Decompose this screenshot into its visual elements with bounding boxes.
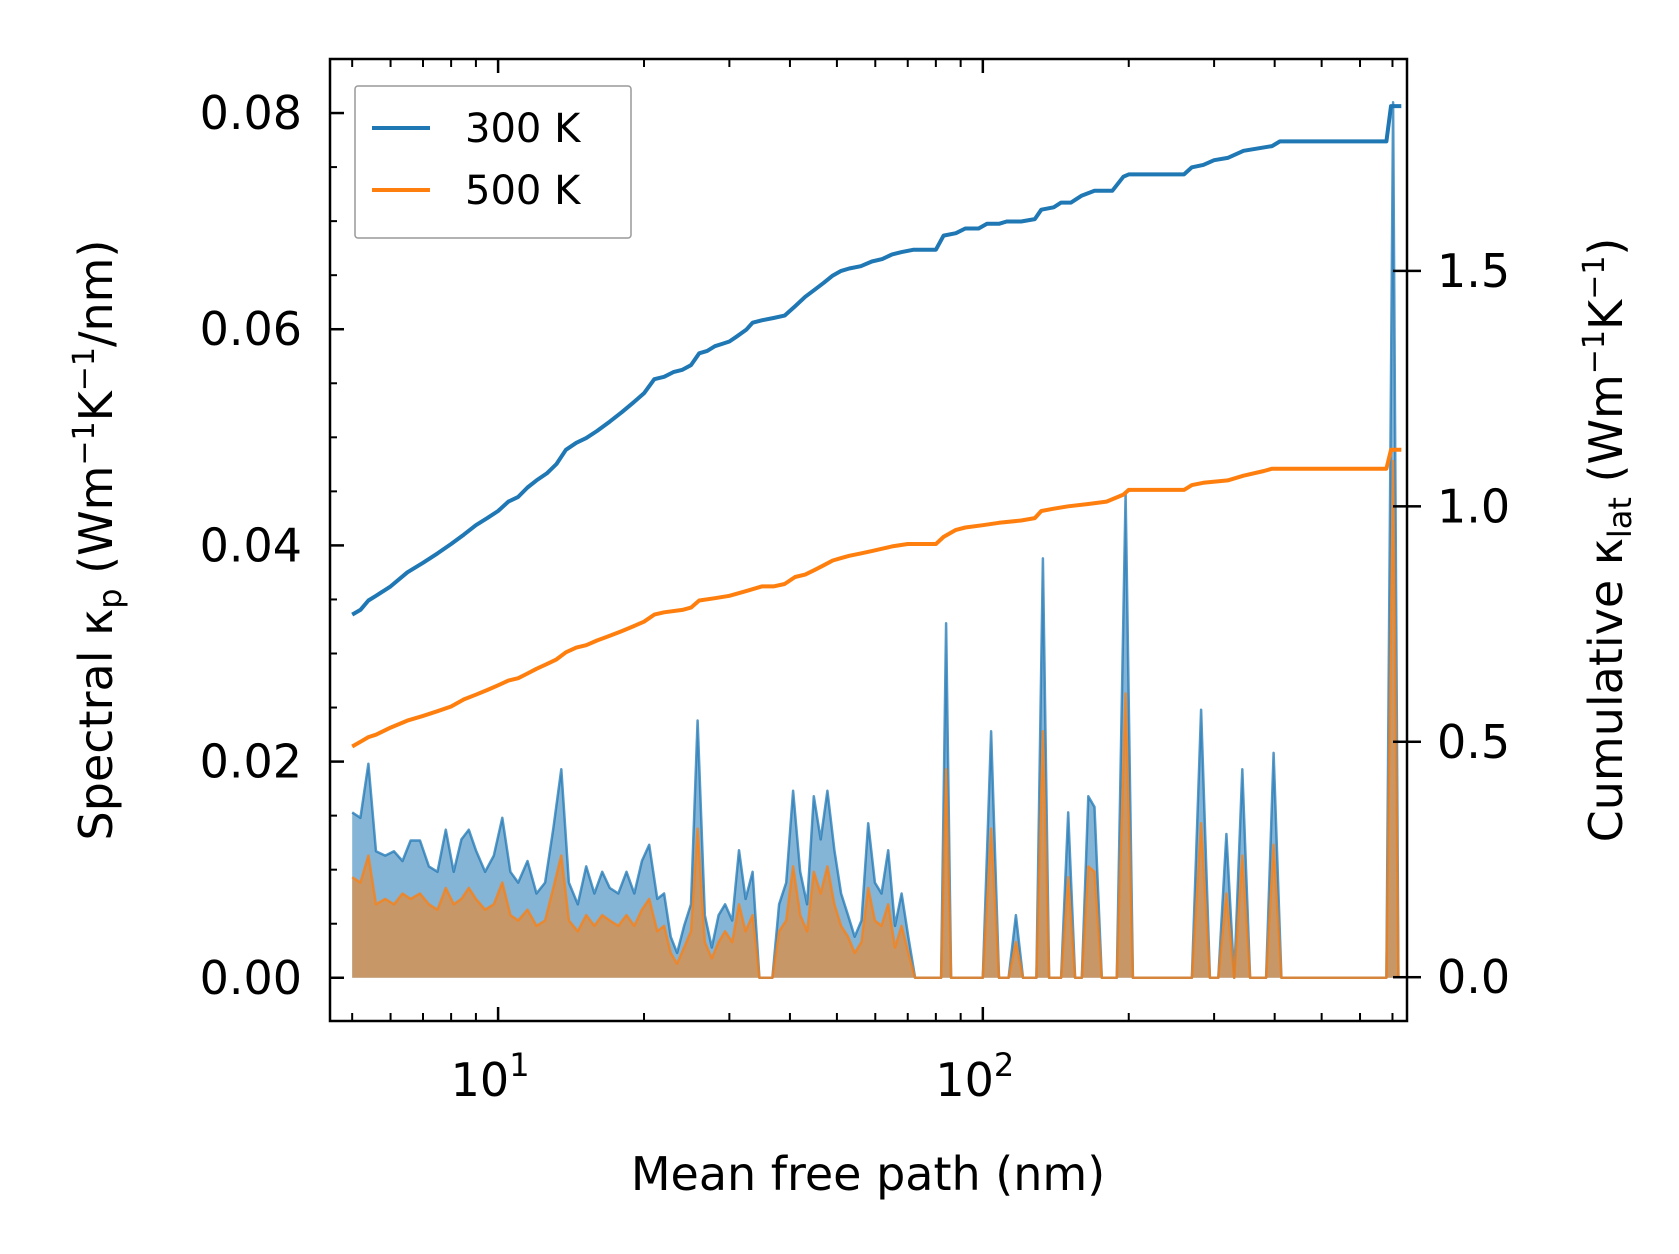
y-right-tick-label: 0.5	[1437, 715, 1510, 769]
y-right-label-part: (Wm	[1579, 374, 1633, 497]
y-left-tick-label: 0.02	[200, 735, 302, 789]
y-axis-right-label: Cumulative κlat (Wm−1K−1)	[1577, 238, 1639, 843]
y-left-tick-label: 0.00	[200, 951, 302, 1005]
spectral-area-500k	[352, 461, 1399, 978]
y-right-tick-label: 0.0	[1437, 950, 1510, 1004]
x-tick-label-base: 10	[451, 1053, 510, 1107]
x-tick-label-base: 10	[935, 1053, 994, 1107]
spectral-line-300k	[351, 100, 1400, 980]
y-right-label-superscript: −1	[1577, 330, 1612, 374]
y-left-label-subscript: p	[91, 588, 129, 608]
x-tick-label: 102	[935, 1046, 1014, 1107]
legend-label-300k: 300 K	[465, 106, 582, 152]
cumulative-line-300k	[351, 104, 1402, 617]
y-left-label-superscript: −1	[67, 421, 102, 465]
cumulative-line-500k	[351, 447, 1402, 749]
y-right-label-part: )	[1579, 238, 1633, 256]
y-right-tick-label: 1.0	[1437, 479, 1510, 533]
y-right-label-part: K	[1579, 298, 1633, 330]
spectral-area-300k	[352, 102, 1399, 978]
x-axis-label: Mean free path (nm)	[631, 1147, 1105, 1201]
y-left-label-superscript: −1	[67, 347, 102, 391]
x-tick-label-exponent: 2	[994, 1046, 1014, 1084]
y-left-tick-label: 0.04	[200, 518, 302, 572]
y-right-label-superscript: −1	[1577, 256, 1612, 300]
legend-box	[354, 85, 632, 239]
spectral-line-500k	[351, 459, 1400, 980]
plot-data	[351, 100, 1402, 980]
y-left-tick-label: 0.06	[200, 302, 302, 356]
y-right-label-part: Cumulative κ	[1579, 538, 1633, 842]
y-left-label-part: Spectral κ	[69, 609, 123, 841]
legend: 300 K 500 K	[354, 85, 632, 239]
legend-label-500k: 500 K	[465, 168, 582, 214]
y-axis-left-label: Spectral κp (Wm−1K−1/nm)	[67, 240, 129, 841]
y-left-tick-label: 0.08	[200, 86, 302, 140]
y-left-label-part: (Wm	[69, 466, 123, 589]
x-tick-label-exponent: 1	[509, 1046, 529, 1084]
x-tick-label: 101	[451, 1046, 530, 1107]
y-left-label-part: /nm)	[69, 240, 123, 347]
y-right-tick-label: 1.5	[1437, 244, 1510, 298]
y-left-label-part: K	[69, 389, 123, 421]
plot-frame	[328, 57, 1409, 1023]
y-right-label-subscript: lat	[1601, 497, 1639, 538]
